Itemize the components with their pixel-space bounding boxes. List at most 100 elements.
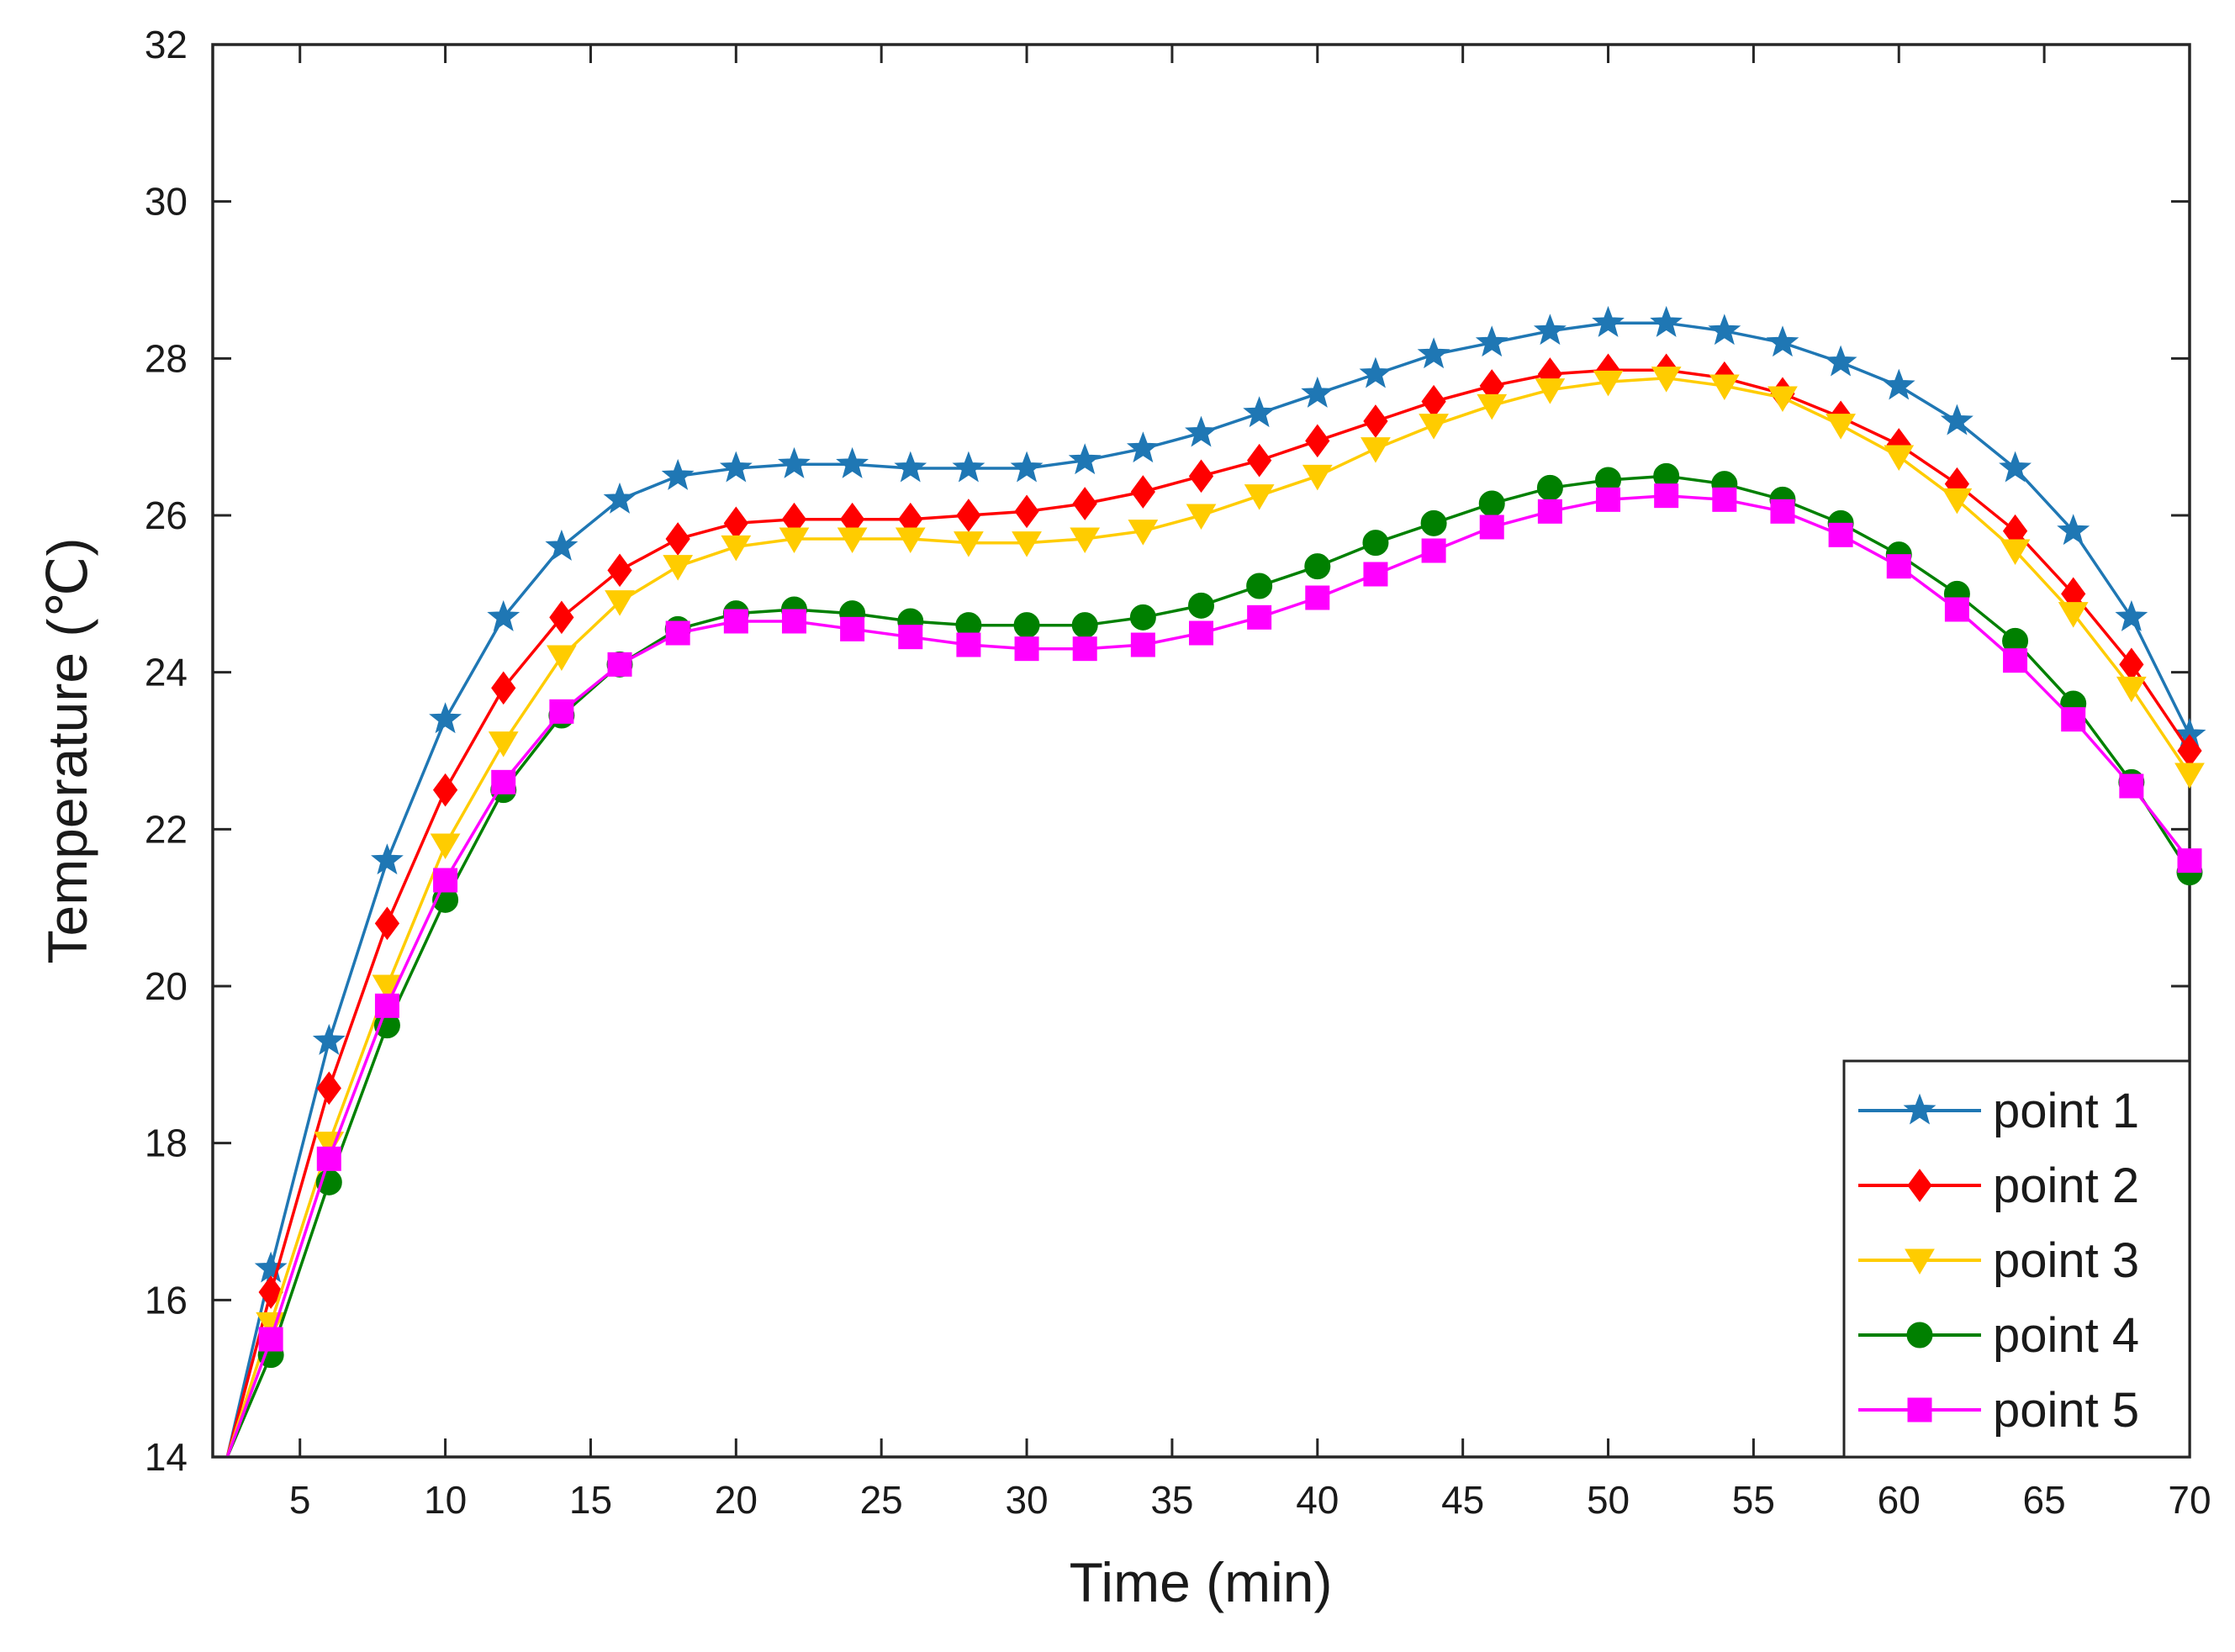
data-point — [1886, 554, 1911, 579]
y-tick-label: 22 — [145, 807, 188, 851]
data-point — [1477, 393, 1508, 420]
data-point — [1944, 597, 1969, 622]
data-point — [898, 625, 923, 650]
data-point — [1186, 504, 1217, 530]
data-point — [781, 609, 806, 634]
legend-item-4: point 4 — [1858, 1308, 2139, 1363]
data-point — [952, 451, 985, 483]
data-point — [1359, 356, 1392, 388]
x-tick-label: 45 — [1441, 1478, 1484, 1522]
data-point — [954, 531, 984, 557]
data-point — [665, 522, 690, 556]
x-tick-label: 25 — [860, 1478, 903, 1522]
data-point — [1824, 345, 1857, 377]
data-point — [1246, 573, 1273, 599]
legend-label: point 2 — [1993, 1159, 2139, 1213]
x-tick-label: 55 — [1732, 1478, 1775, 1522]
x-tick-label: 40 — [1296, 1478, 1339, 1522]
y-tick-label: 32 — [145, 23, 188, 66]
x-tick-label: 10 — [424, 1478, 467, 1522]
x-tick-label: 60 — [1878, 1478, 1921, 1522]
data-point — [1012, 531, 1042, 557]
legend-marker — [1907, 1169, 1932, 1202]
legend-marker — [1906, 1322, 1933, 1349]
data-point — [779, 527, 810, 553]
data-point — [1767, 386, 1798, 412]
data-point — [1302, 464, 1333, 491]
data-point — [1999, 451, 2032, 483]
data-point — [1940, 404, 1973, 435]
data-point — [1243, 396, 1276, 428]
data-point — [2116, 676, 2147, 703]
data-point — [374, 993, 399, 1018]
data-point — [1361, 437, 1391, 463]
data-point — [374, 906, 400, 941]
data-point — [1244, 484, 1275, 510]
legend-marker — [1903, 1093, 1936, 1125]
data-point — [1070, 527, 1101, 553]
data-point — [1536, 474, 1563, 501]
data-point — [1247, 604, 1272, 630]
data-point — [1247, 443, 1272, 478]
data-point — [1766, 325, 1799, 357]
data-point — [1129, 604, 1156, 631]
y-tick-label: 18 — [145, 1122, 188, 1165]
data-point — [316, 1071, 341, 1106]
series-5 — [225, 483, 2202, 1458]
data-point — [1420, 509, 1447, 536]
data-point — [1884, 445, 1915, 471]
data-point — [1072, 636, 1097, 662]
data-point — [1363, 562, 1388, 587]
data-point — [1417, 337, 1450, 369]
data-point — [1362, 530, 1389, 557]
data-point — [1650, 305, 1683, 337]
data-point — [1475, 325, 1508, 357]
data-point — [2177, 848, 2202, 874]
x-tick-label: 20 — [715, 1478, 758, 1522]
data-point — [837, 527, 868, 553]
data-point — [1535, 378, 1566, 404]
x-tick-label: 5 — [289, 1478, 311, 1522]
legend-marker — [1905, 1248, 1935, 1275]
data-point — [1708, 314, 1741, 346]
series-layer — [225, 305, 2206, 1458]
data-point — [430, 833, 461, 859]
data-point — [1654, 483, 1679, 509]
legend-item-5: point 5 — [1858, 1383, 2139, 1438]
data-point — [1126, 431, 1160, 463]
y-tick-label: 30 — [145, 180, 188, 224]
data-point — [1593, 370, 1624, 397]
data-point — [488, 731, 519, 757]
data-point — [1421, 538, 1446, 563]
data-point — [1013, 612, 1040, 639]
data-point — [1301, 376, 1334, 408]
y-tick-label: 26 — [145, 493, 188, 537]
data-point — [1537, 499, 1562, 524]
data-point — [1130, 632, 1155, 657]
data-point — [661, 458, 695, 490]
data-point — [316, 1146, 341, 1171]
data-point — [605, 590, 635, 616]
data-point — [1188, 592, 1214, 619]
data-point — [1185, 415, 1218, 447]
data-point — [894, 451, 927, 483]
y-tick-label: 24 — [145, 651, 188, 694]
data-point — [1479, 515, 1504, 540]
data-point — [607, 652, 632, 677]
data-point — [721, 535, 752, 562]
data-point — [1419, 414, 1449, 440]
x-tick-label: 15 — [569, 1478, 612, 1522]
data-point — [1071, 612, 1098, 639]
data-point — [1072, 487, 1097, 520]
legend-item-1: point 1 — [1858, 1084, 2139, 1138]
data-point — [1363, 404, 1388, 438]
data-point — [895, 527, 926, 553]
y-tick-label: 28 — [145, 336, 188, 380]
data-point — [371, 843, 404, 875]
data-point — [1128, 520, 1159, 546]
data-point — [1130, 475, 1155, 509]
data-point — [778, 446, 811, 478]
data-point — [433, 868, 458, 893]
data-point — [1305, 585, 1330, 610]
